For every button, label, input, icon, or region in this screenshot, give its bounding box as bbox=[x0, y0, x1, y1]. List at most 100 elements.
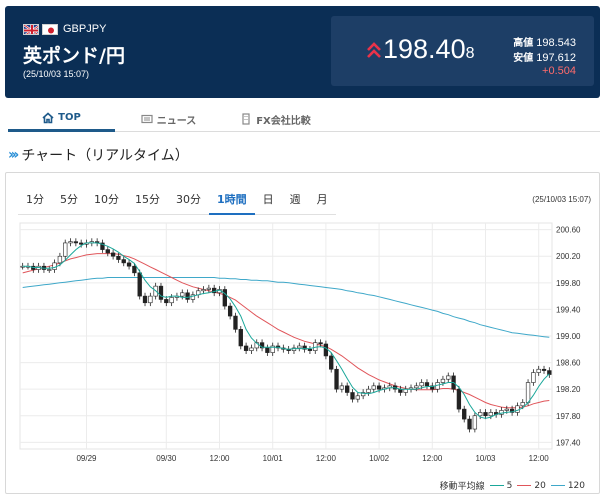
tab-fx-compare-label: FX会社比較 bbox=[256, 115, 311, 127]
candle-body bbox=[446, 375, 451, 380]
candle-body bbox=[419, 382, 424, 387]
candle-body bbox=[52, 262, 57, 270]
candle-body bbox=[243, 345, 249, 351]
high-price: 高値 198.543 bbox=[513, 34, 576, 49]
legend-item-ma20: 20 bbox=[517, 480, 546, 491]
candle-body bbox=[222, 289, 227, 307]
candle-body bbox=[73, 241, 79, 244]
tab-news[interactable]: ニュース bbox=[115, 106, 222, 132]
chart-timestamp: (25/10/03 15:07) bbox=[532, 195, 591, 204]
japan-flag-icon bbox=[42, 23, 58, 35]
candle-body bbox=[515, 405, 520, 413]
x-tick-label: 10/01 bbox=[263, 454, 284, 463]
range-tabs: 1分 5分 10分 15分 30分 1時間 日 週 月 bbox=[18, 187, 336, 215]
y-tick-label: 199.40 bbox=[556, 305, 581, 314]
range-tab-15min[interactable]: 15分 bbox=[135, 193, 160, 206]
legend-swatch-ma5 bbox=[489, 484, 504, 487]
y-tick-label: 200.60 bbox=[556, 226, 581, 235]
range-tab-week[interactable]: 週 bbox=[289, 193, 301, 206]
home-icon bbox=[42, 111, 54, 123]
legend-item-ma120: 120 bbox=[550, 481, 585, 491]
x-tick-label: 12:00 bbox=[422, 454, 443, 463]
candle-body bbox=[227, 305, 233, 317]
pair-timestamp: (25/10/03 15:07) bbox=[23, 69, 90, 79]
ma120-line bbox=[22, 277, 550, 338]
candle-body bbox=[424, 382, 430, 387]
y-tick-label: 199.80 bbox=[556, 279, 581, 288]
x-tick-label: 10/03 bbox=[475, 454, 496, 463]
x-tick-label: 10/02 bbox=[369, 454, 390, 463]
uk-flag-icon bbox=[23, 23, 39, 35]
pair-row: GBPJPY bbox=[23, 23, 106, 35]
y-tick-label: 197.40 bbox=[556, 438, 581, 447]
legend-swatch-ma120 bbox=[550, 484, 565, 487]
candle-body bbox=[79, 242, 84, 245]
x-tick-label: 09/30 bbox=[156, 454, 177, 463]
candle-body bbox=[116, 255, 121, 260]
candle-body bbox=[334, 368, 339, 390]
candle-body bbox=[164, 299, 169, 304]
candle-body bbox=[105, 249, 110, 254]
tab-top[interactable]: TOP bbox=[8, 106, 115, 132]
low-price: 安値 197.612 bbox=[513, 49, 576, 64]
high-value: 198.543 bbox=[536, 37, 576, 49]
candle-body bbox=[318, 342, 323, 345]
page-tabs: TOP ニュース FX会社比較 bbox=[8, 106, 600, 132]
candle-body bbox=[110, 252, 116, 257]
high-label: 高値 bbox=[513, 38, 534, 49]
candle-body bbox=[265, 347, 270, 353]
tab-fx-compare[interactable]: FX会社比較 bbox=[222, 106, 329, 132]
candle-body bbox=[456, 388, 462, 410]
x-tick-label: 12:00 bbox=[316, 454, 337, 463]
y-tick-label: 198.60 bbox=[556, 359, 581, 368]
candle-body bbox=[68, 241, 73, 244]
range-tab-1min[interactable]: 1分 bbox=[26, 193, 44, 206]
chart-legend: 移動平均線 5 20 120 bbox=[440, 479, 585, 493]
candle-body bbox=[366, 388, 371, 393]
x-tick-label: 12:00 bbox=[209, 454, 230, 463]
candle-body bbox=[302, 345, 307, 350]
low-value: 197.612 bbox=[536, 52, 576, 64]
legend-name-ma20: 20 bbox=[534, 480, 546, 491]
candle-body bbox=[531, 372, 536, 383]
candle-body bbox=[483, 412, 488, 417]
newspaper-icon bbox=[141, 114, 153, 124]
range-tab-10min[interactable]: 10分 bbox=[94, 193, 119, 206]
candle-body bbox=[307, 348, 313, 351]
price-last-digit: 8 bbox=[465, 45, 475, 62]
ma5-line bbox=[22, 242, 550, 419]
candle-body bbox=[339, 385, 345, 390]
candle-body bbox=[323, 343, 329, 357]
candle-body bbox=[525, 382, 531, 403]
section-title-text: チャート（リアルタイム） bbox=[21, 148, 189, 164]
quote-header: GBPJPY 英ポンド/円 (25/10/03 15:07) 198.408 高… bbox=[5, 6, 600, 98]
candle-body bbox=[201, 289, 206, 292]
y-tick-label: 197.80 bbox=[556, 412, 581, 421]
candle-body bbox=[472, 415, 478, 430]
candle-body bbox=[180, 292, 185, 297]
candle-body bbox=[360, 392, 366, 397]
candle-body bbox=[478, 412, 483, 417]
candle-body bbox=[249, 347, 254, 351]
candle-body bbox=[467, 418, 472, 430]
candle-body bbox=[355, 395, 360, 400]
candle-body bbox=[212, 287, 217, 294]
y-tick-label: 199.00 bbox=[556, 332, 581, 341]
pair-code: GBPJPY bbox=[63, 23, 107, 35]
candle-body bbox=[297, 345, 302, 349]
range-tab-1hour[interactable]: 1時間 bbox=[209, 187, 255, 215]
double-up-arrow-icon bbox=[367, 42, 381, 58]
candle-body bbox=[536, 368, 541, 373]
candlestick-chart[interactable]: 200.60 200.20 199.80 199.40 199.00 198.60 198.… bbox=[6, 173, 599, 493]
ma20-line bbox=[22, 253, 550, 409]
candle-body bbox=[371, 385, 376, 390]
range-tab-30min[interactable]: 30分 bbox=[176, 193, 201, 206]
range-tab-day[interactable]: 日 bbox=[262, 193, 274, 206]
y-tick-label: 200.20 bbox=[556, 252, 581, 261]
range-tab-5min[interactable]: 5分 bbox=[60, 193, 78, 206]
legend-item-ma5: 5 bbox=[489, 481, 512, 491]
y-tick-label: 198.20 bbox=[556, 385, 581, 394]
range-tab-month[interactable]: 月 bbox=[316, 193, 328, 206]
price-change: +0.504 bbox=[542, 65, 576, 77]
candle-body bbox=[142, 295, 148, 304]
